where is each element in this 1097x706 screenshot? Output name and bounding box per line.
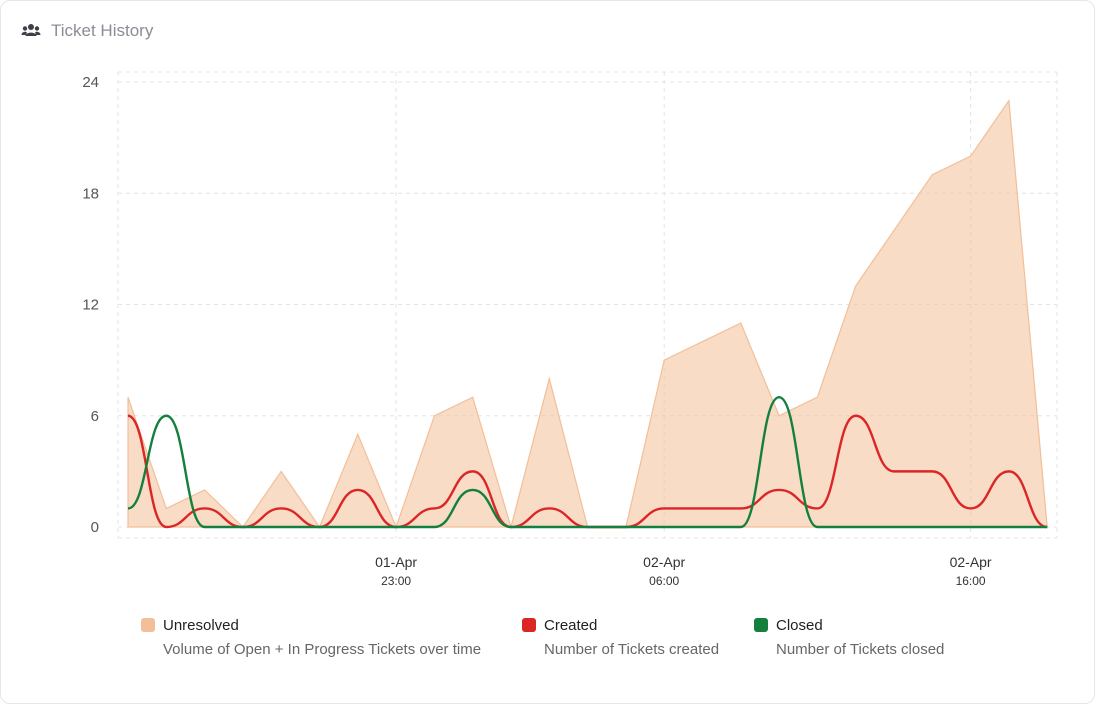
x-tick-date-label: 02-Apr (950, 554, 992, 570)
legend-swatch-closed (754, 618, 768, 632)
y-tick-label: 0 (91, 519, 99, 536)
users-icon (21, 22, 41, 40)
unresolved-area-layer (127, 98, 1048, 530)
y-tick-label: 18 (82, 185, 99, 202)
legend-description-closed: Number of Tickets closed (776, 641, 945, 658)
y-tick-label: 24 (82, 74, 99, 91)
legend-description-created: Number of Tickets created (544, 641, 720, 658)
legend-swatch-unresolved (141, 618, 155, 632)
card-header: Ticket History (21, 21, 153, 41)
series-area-unresolved (127, 98, 1048, 530)
ticket-history-chart: 0 6 12 18 24 01-Apr 23:00 02-Apr 06:00 02-Apr 16:… (82, 71, 1058, 588)
x-tick-time-label: 06:00 (649, 574, 679, 588)
x-tick-date-label: 02-Apr (643, 554, 685, 570)
x-tick-time-label: 16:00 (956, 574, 986, 588)
x-axis: 01-Apr 23:00 02-Apr 06:00 02-Apr 16:00 (375, 554, 992, 588)
legend-label-closed: Closed (776, 616, 823, 634)
line-series-layer (127, 396, 1048, 529)
y-axis: 0 6 12 18 24 (82, 74, 99, 536)
legend-label-created: Created (544, 616, 598, 634)
legend-item-created[interactable]: Created Number of Tickets created (522, 615, 719, 658)
y-tick-label: 12 (82, 297, 99, 314)
legend-label-unresolved: Unresolved (163, 616, 239, 634)
chart-legend: Unresolved Volume of Open + In Progress … (1, 615, 1097, 675)
legend-description-unresolved: Volume of Open + In Progress Tickets ove… (163, 641, 482, 658)
card-title: Ticket History (51, 21, 154, 40)
x-tick-date-label: 01-Apr (375, 554, 417, 570)
y-tick-label: 6 (91, 408, 99, 425)
series-line-closed (127, 396, 1048, 529)
legend-item-unresolved[interactable]: Unresolved Volume of Open + In Progress … (141, 615, 481, 658)
legend-swatch-created (522, 618, 536, 632)
legend-item-closed[interactable]: Closed Number of Tickets closed (754, 615, 944, 658)
x-tick-time-label: 23:00 (381, 574, 411, 588)
